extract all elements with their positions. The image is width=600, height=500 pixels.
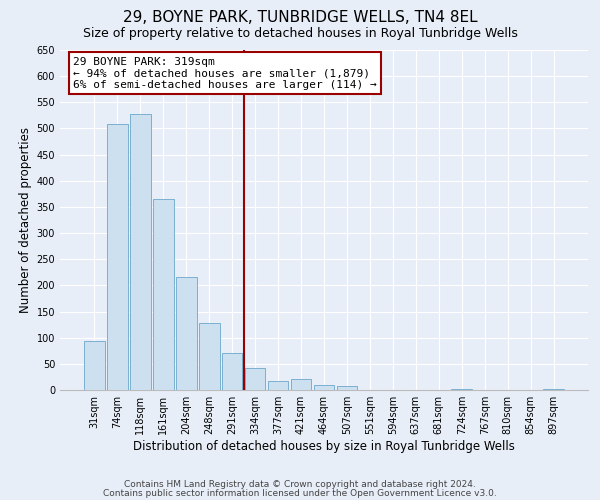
Bar xyxy=(314,385,334,390)
Text: Contains HM Land Registry data © Crown copyright and database right 2024.: Contains HM Land Registry data © Crown c… xyxy=(124,480,476,489)
Bar xyxy=(107,124,128,390)
Bar xyxy=(199,323,220,390)
Bar xyxy=(245,368,265,390)
Bar xyxy=(337,386,358,390)
Bar xyxy=(268,380,289,390)
Y-axis label: Number of detached properties: Number of detached properties xyxy=(19,127,32,313)
Bar xyxy=(84,342,104,390)
Bar xyxy=(130,114,151,390)
X-axis label: Distribution of detached houses by size in Royal Tunbridge Wells: Distribution of detached houses by size … xyxy=(133,440,515,453)
Bar xyxy=(176,277,197,390)
Bar xyxy=(290,379,311,390)
Bar xyxy=(544,389,564,390)
Text: Size of property relative to detached houses in Royal Tunbridge Wells: Size of property relative to detached ho… xyxy=(83,28,517,40)
Bar xyxy=(222,354,242,390)
Bar xyxy=(153,199,173,390)
Text: 29, BOYNE PARK, TUNBRIDGE WELLS, TN4 8EL: 29, BOYNE PARK, TUNBRIDGE WELLS, TN4 8EL xyxy=(122,10,478,25)
Text: Contains public sector information licensed under the Open Government Licence v3: Contains public sector information licen… xyxy=(103,488,497,498)
Bar xyxy=(451,389,472,390)
Text: 29 BOYNE PARK: 319sqm
← 94% of detached houses are smaller (1,879)
6% of semi-de: 29 BOYNE PARK: 319sqm ← 94% of detached … xyxy=(73,57,377,90)
